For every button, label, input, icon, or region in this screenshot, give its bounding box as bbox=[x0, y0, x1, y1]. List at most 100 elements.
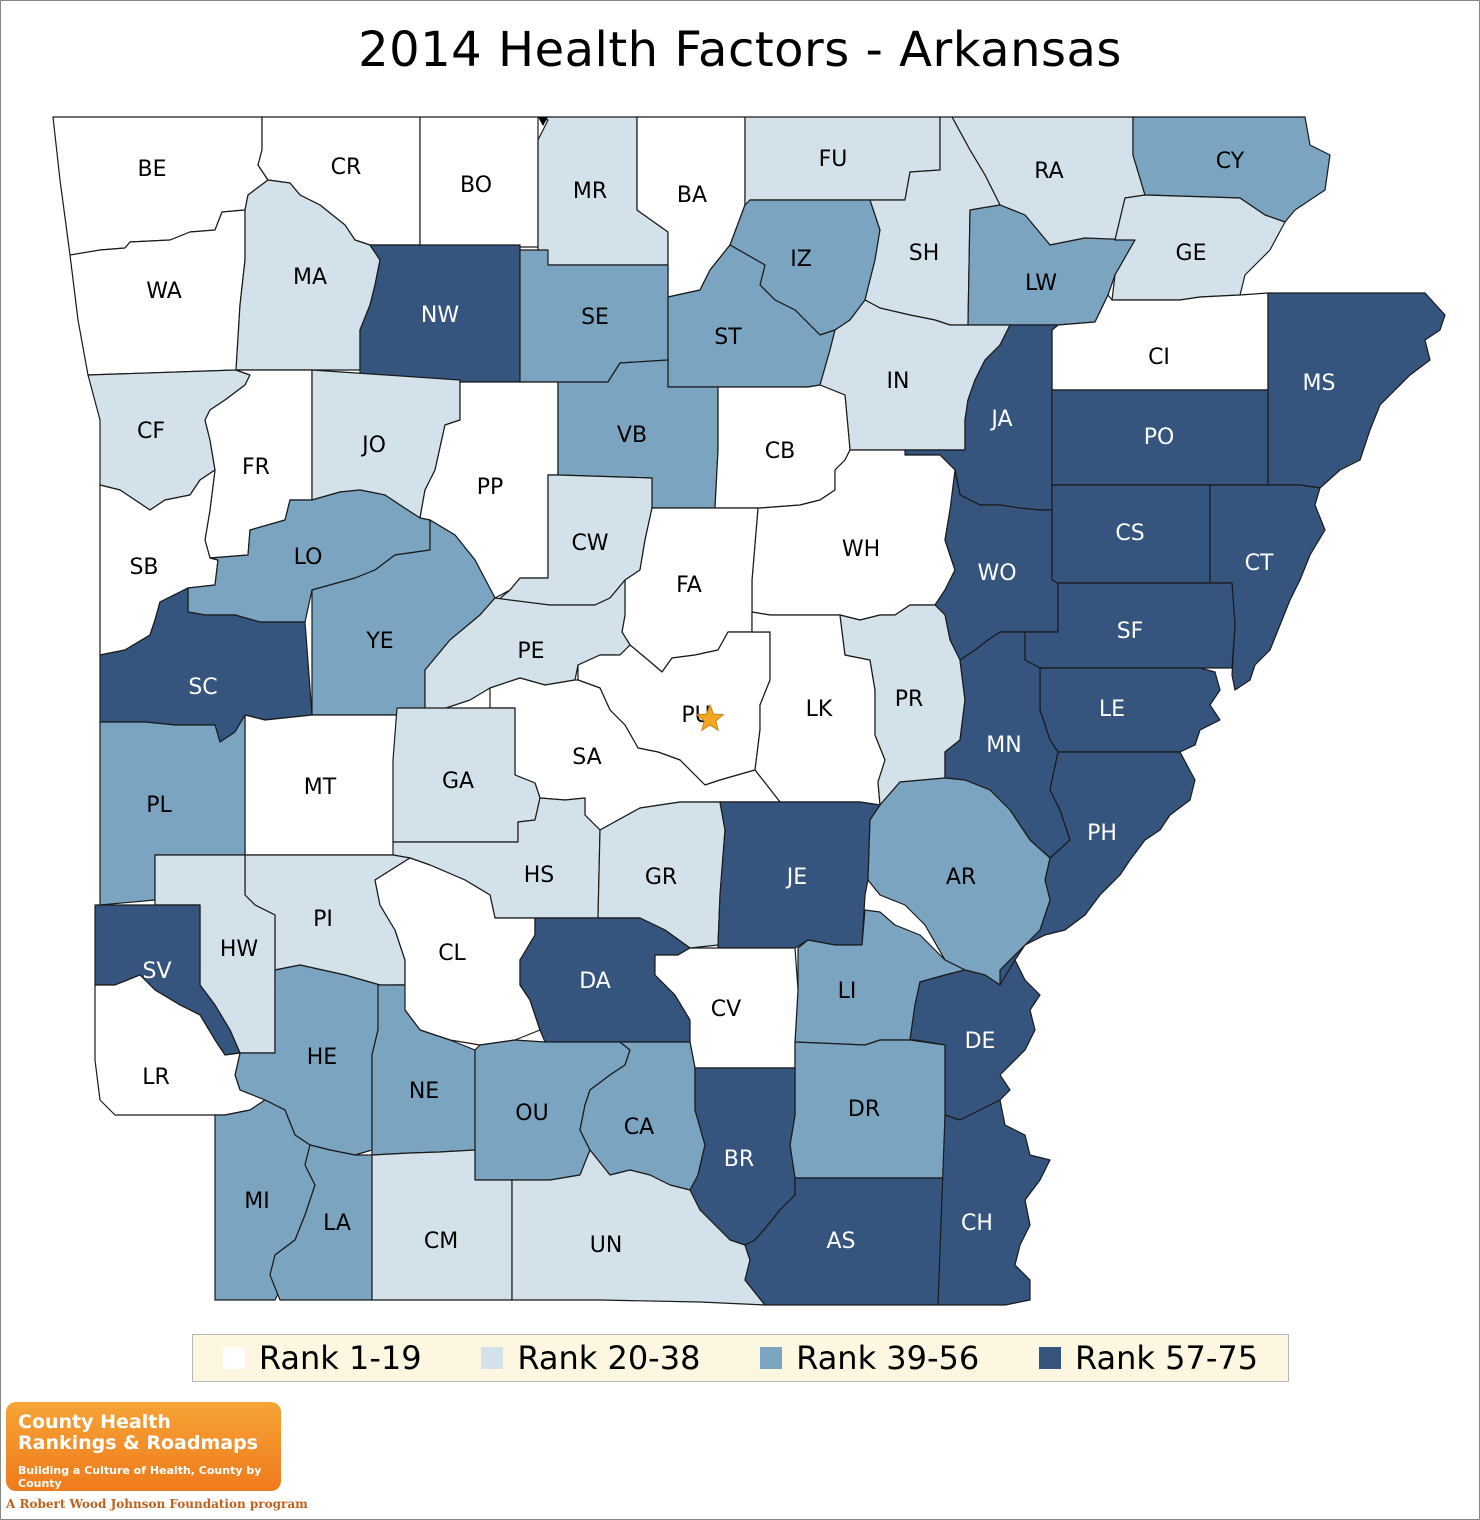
county-label-wa: WA bbox=[146, 279, 182, 304]
county-label-cr: CR bbox=[331, 155, 362, 180]
legend: Rank 1-19 Rank 20-38 Rank 39-56 Rank 57-75 bbox=[192, 1334, 1289, 1382]
logo-tagline: Building a Culture of Health, County by … bbox=[18, 1464, 262, 1490]
county-label-mt: MT bbox=[304, 775, 337, 800]
county-label-pi: PI bbox=[313, 907, 333, 932]
county-label-ms: MS bbox=[1303, 371, 1336, 396]
county-lr[interactable] bbox=[94, 974, 266, 1116]
county-label-le: LE bbox=[1099, 697, 1125, 722]
county-label-cy: CY bbox=[1216, 149, 1245, 174]
county-label-pl: PL bbox=[146, 793, 172, 818]
county-label-je: JE bbox=[785, 865, 807, 890]
county-label-in: IN bbox=[887, 369, 910, 394]
legend-item-1: Rank 1-19 bbox=[222, 1339, 422, 1377]
county-label-he: HE bbox=[307, 1045, 337, 1070]
legend-swatch bbox=[1038, 1347, 1061, 1369]
county-ms[interactable] bbox=[1267, 292, 1446, 489]
county-label-bo: BO bbox=[460, 173, 492, 198]
county-label-lr: LR bbox=[142, 1065, 170, 1090]
county-label-ye: YE bbox=[365, 629, 393, 654]
county-cm[interactable] bbox=[371, 1149, 513, 1301]
county-label-be: BE bbox=[138, 157, 167, 182]
county-label-wh: WH bbox=[842, 537, 880, 562]
county-label-cw: CW bbox=[571, 531, 608, 556]
county-label-as: AS bbox=[826, 1229, 855, 1254]
legend-label: Rank 1-19 bbox=[258, 1339, 422, 1377]
county-label-ct: CT bbox=[1245, 551, 1274, 576]
county-label-sv: SV bbox=[142, 959, 171, 984]
legend-label: Rank 20-38 bbox=[517, 1339, 701, 1377]
county-label-hs: HS bbox=[524, 863, 555, 888]
county-label-ma: MA bbox=[293, 265, 327, 290]
county-label-da: DA bbox=[579, 969, 611, 994]
county-label-nw: NW bbox=[421, 303, 459, 328]
county-label-jo: JO bbox=[360, 433, 386, 458]
county-label-la: LA bbox=[323, 1211, 351, 1236]
county-label-cv: CV bbox=[711, 997, 741, 1022]
county-le[interactable] bbox=[1039, 667, 1221, 753]
county-label-se: SE bbox=[581, 305, 609, 330]
county-label-po: PO bbox=[1144, 425, 1175, 450]
county-label-sf: SF bbox=[1117, 619, 1144, 644]
legend-item-4: Rank 57-75 bbox=[1038, 1339, 1259, 1377]
county-label-sc: SC bbox=[188, 675, 217, 700]
county-label-ou: OU bbox=[515, 1101, 548, 1126]
map-title: 2014 Health Factors - Arkansas bbox=[358, 22, 1122, 78]
county-label-sb: SB bbox=[129, 555, 158, 580]
legend-label: Rank 39-56 bbox=[796, 1339, 980, 1377]
county-label-gr: GR bbox=[645, 865, 677, 890]
county-label-br: BR bbox=[724, 1147, 754, 1172]
county-label-ba: BA bbox=[677, 183, 707, 208]
county-label-de: DE bbox=[965, 1029, 996, 1054]
county-label-pr: PR bbox=[895, 687, 924, 712]
county-un[interactable] bbox=[511, 1149, 766, 1306]
county-label-mr: MR bbox=[573, 179, 607, 204]
border-marker-icon bbox=[538, 117, 548, 126]
star-icon bbox=[695, 703, 725, 732]
logo-name: County Health Rankings & Roadmaps bbox=[18, 1411, 258, 1454]
legend-item-2: Rank 20-38 bbox=[481, 1339, 700, 1377]
county-label-ge: GE bbox=[1176, 241, 1207, 266]
county-label-ja: JA bbox=[989, 407, 1012, 432]
legend-swatch bbox=[760, 1347, 783, 1369]
county-label-cs: CS bbox=[1115, 521, 1144, 546]
county-label-ph: PH bbox=[1087, 821, 1117, 846]
county-label-sh: SH bbox=[909, 241, 940, 266]
logo-program: A Robert Wood Johnson Foundation program bbox=[6, 1497, 308, 1511]
county-ch[interactable] bbox=[937, 1099, 1051, 1306]
county-label-lk: LK bbox=[806, 697, 833, 722]
county-label-ch: CH bbox=[961, 1211, 993, 1236]
legend-swatch bbox=[481, 1347, 504, 1369]
county-label-mn: MN bbox=[986, 733, 1021, 758]
county-label-pp: PP bbox=[477, 475, 504, 500]
county-label-un: UN bbox=[590, 1233, 623, 1258]
county-la[interactable] bbox=[269, 1144, 373, 1301]
county-label-cb: CB bbox=[765, 439, 795, 464]
county-label-cl: CL bbox=[438, 941, 466, 966]
county-ar[interactable] bbox=[867, 777, 1051, 986]
county-label-sa: SA bbox=[572, 745, 601, 770]
county-label-ar: AR bbox=[946, 865, 976, 890]
county-label-fa: FA bbox=[676, 573, 702, 598]
county-label-ci: CI bbox=[1148, 345, 1170, 370]
legend-label: Rank 57-75 bbox=[1074, 1339, 1259, 1377]
county-label-mi: MI bbox=[244, 1189, 269, 1214]
county-label-ga: GA bbox=[442, 769, 474, 794]
county-label-lo: LO bbox=[294, 545, 323, 570]
county-label-pe: PE bbox=[517, 639, 544, 664]
chr-logo: County Health Rankings & Roadmaps Buildi… bbox=[6, 1402, 281, 1491]
county-label-ra: RA bbox=[1034, 159, 1063, 184]
county-label-cm: CM bbox=[424, 1229, 458, 1254]
county-label-cf: CF bbox=[137, 419, 165, 444]
county-label-ca: CA bbox=[624, 1115, 654, 1140]
county-label-fr: FR bbox=[242, 455, 270, 480]
county-label-iz: IZ bbox=[790, 247, 812, 272]
legend-swatch bbox=[222, 1347, 245, 1369]
county-label-hw: HW bbox=[220, 937, 259, 962]
county-label-dr: DR bbox=[848, 1097, 880, 1122]
county-label-fu: FU bbox=[819, 147, 848, 172]
county-label-wo: WO bbox=[977, 561, 1016, 586]
county-label-st: ST bbox=[714, 325, 742, 350]
legend-item-3: Rank 39-56 bbox=[760, 1339, 979, 1377]
county-label-lw: LW bbox=[1025, 271, 1057, 296]
